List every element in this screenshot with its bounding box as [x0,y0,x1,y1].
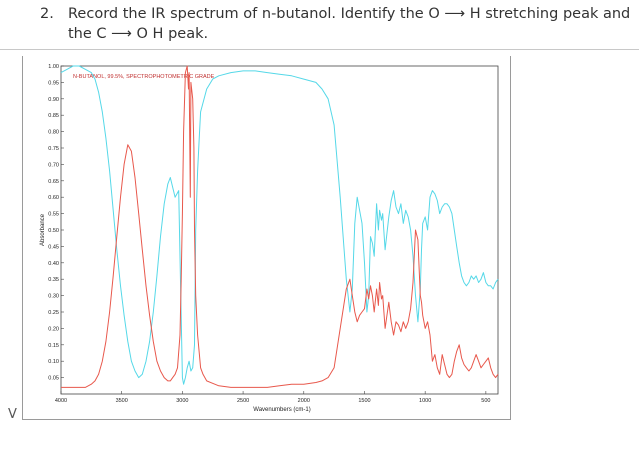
y-tick-label: 0.55 [48,212,59,218]
y-tick-label: 0.35 [48,277,59,283]
y-tick-label: 0.90 [48,97,59,103]
content-frame-bottom [22,419,511,420]
chart-title: N-BUTANOL, 99.5%, SPECTROPHOTOMETRIC GRA… [73,74,215,80]
spectrum-line-red [61,65,499,388]
x-tick-label: 500 [481,398,490,404]
x-tick-label: 4000 [55,398,67,404]
spectrum-line-cyan [60,65,499,385]
content-frame-left [22,56,23,419]
y-tick-label: 0.50 [48,228,59,234]
text-cursor-glyph: V [8,407,17,422]
x-tick-label: 1500 [358,398,370,404]
y-tick-label: 0.10 [48,359,59,365]
x-tick-label: 2500 [237,398,249,404]
x-tick-label: 3500 [116,398,128,404]
y-tick-label: 0.45 [48,244,59,250]
y-axis-title: Absorbance [40,213,46,246]
y-tick-label: 0.40 [48,261,59,267]
x-tick-label: 1000 [419,398,431,404]
y-tick-label: 0.70 [48,162,59,168]
y-tick-label: 0.95 [48,80,59,86]
y-tick-label: 0.05 [48,376,59,382]
y-tick-label: 1.00 [48,64,59,70]
plot-area [60,65,499,395]
x-tick-label: 3000 [176,398,188,404]
divider [0,49,639,50]
content-frame-right [510,56,511,419]
y-tick-label: 0.20 [48,326,59,332]
y-tick-label: 0.30 [48,294,59,300]
y-tick-label: 0.15 [48,343,59,349]
question-number: 2. [40,6,54,22]
question-line-2: the C ⟶ O H peak. [68,26,209,42]
question-line-1: Record the IR spectrum of n-butanol. Ide… [68,6,631,22]
y-tick-label: 0.80 [48,130,59,136]
y-tick-label: 0.85 [48,113,59,119]
y-tick-label: 0.60 [48,195,59,201]
x-axis-title: Wavenumbers (cm-1) [253,407,310,413]
y-tick-label: 0.75 [48,146,59,152]
y-tick-label: 0.65 [48,179,59,185]
x-tick-label: 2000 [298,398,310,404]
y-tick-label: 0.25 [48,310,59,316]
